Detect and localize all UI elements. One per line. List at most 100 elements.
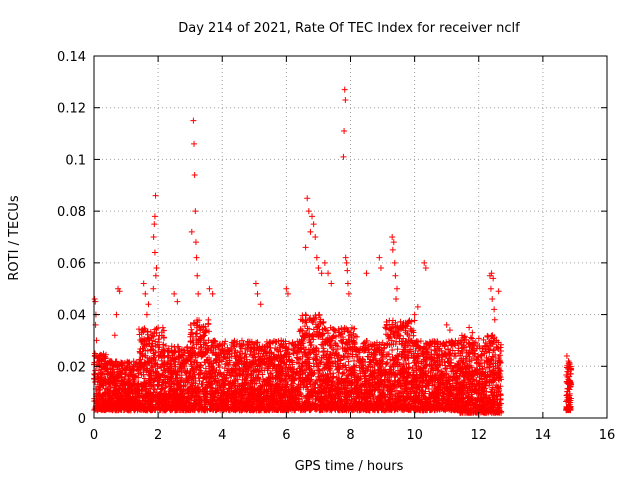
data-point <box>107 392 114 399</box>
data-point <box>196 370 203 377</box>
data-point <box>122 392 129 399</box>
data-point <box>118 359 125 366</box>
data-point <box>204 342 211 349</box>
data-point <box>202 328 209 335</box>
data-point <box>175 382 182 389</box>
data-point <box>161 362 168 369</box>
data-points <box>91 86 575 416</box>
data-point <box>187 374 194 381</box>
data-point <box>138 403 145 410</box>
data-point <box>146 375 153 382</box>
data-point <box>189 337 196 344</box>
data-point <box>146 340 153 347</box>
data-point <box>164 352 171 359</box>
chart-title: Day 214 of 2021, Rate Of TEC Index for r… <box>178 21 520 36</box>
data-point <box>111 368 118 375</box>
data-point <box>201 374 208 381</box>
data-point <box>136 406 143 413</box>
data-point <box>146 405 153 412</box>
data-point <box>168 343 175 350</box>
data-point <box>191 407 198 414</box>
data-point <box>199 324 206 331</box>
data-point <box>164 361 171 368</box>
data-point <box>196 397 203 404</box>
data-point <box>195 346 202 353</box>
data-point <box>189 344 196 351</box>
data-point <box>94 378 101 385</box>
data-point <box>299 312 306 319</box>
data-point <box>107 371 114 378</box>
data-point <box>114 383 121 390</box>
data-point <box>98 370 105 377</box>
data-point <box>151 330 158 337</box>
data-point <box>164 358 171 365</box>
data-point <box>138 364 145 371</box>
data-point <box>121 381 128 388</box>
data-point <box>193 341 200 348</box>
data-point <box>189 401 196 408</box>
data-point <box>191 359 198 366</box>
data-point <box>147 383 154 390</box>
data-point <box>187 358 194 365</box>
data-point <box>165 379 172 386</box>
data-point <box>190 319 197 326</box>
data-point <box>189 353 196 360</box>
data-point <box>140 382 147 389</box>
data-point <box>171 389 178 396</box>
data-point <box>96 353 103 360</box>
data-point <box>124 358 131 365</box>
data-point <box>118 380 125 387</box>
data-point <box>147 347 154 354</box>
data-point <box>128 365 135 372</box>
data-point <box>170 388 177 395</box>
data-point <box>151 406 158 413</box>
data-point <box>198 396 205 403</box>
grid-lines <box>94 56 607 418</box>
data-point <box>143 337 150 344</box>
data-point <box>154 382 161 389</box>
data-point <box>130 358 137 365</box>
data-point <box>131 373 138 380</box>
data-point <box>195 317 202 324</box>
data-point <box>140 338 147 345</box>
data-point <box>137 356 144 363</box>
data-point <box>161 407 168 414</box>
data-point <box>115 377 122 384</box>
data-point <box>201 332 208 339</box>
data-point <box>155 400 162 407</box>
data-point <box>140 393 147 400</box>
data-point <box>200 375 207 382</box>
data-point <box>138 327 145 334</box>
data-point <box>150 389 157 396</box>
data-point <box>204 356 211 363</box>
data-point <box>187 368 194 375</box>
data-point <box>164 378 171 385</box>
data-point <box>168 363 175 370</box>
data-point <box>118 370 125 377</box>
data-point <box>197 327 204 334</box>
data-point <box>194 363 201 370</box>
data-point <box>122 399 129 406</box>
data-point <box>121 396 128 403</box>
data-point <box>145 371 152 378</box>
data-point <box>98 400 105 407</box>
data-point <box>165 347 172 354</box>
data-point <box>197 367 204 374</box>
data-point <box>205 320 212 327</box>
data-point <box>104 405 111 412</box>
data-point <box>144 328 151 335</box>
data-point <box>100 406 107 413</box>
data-point <box>127 370 134 377</box>
data-point <box>178 352 185 359</box>
data-point <box>127 381 134 388</box>
data-point <box>155 370 162 377</box>
data-point <box>107 379 114 386</box>
data-point <box>182 369 189 376</box>
data-point <box>180 383 187 390</box>
data-point <box>148 370 155 377</box>
data-point <box>188 345 195 352</box>
data-point <box>139 400 146 407</box>
data-point <box>129 384 136 391</box>
data-point <box>198 335 205 342</box>
data-point <box>142 387 149 394</box>
